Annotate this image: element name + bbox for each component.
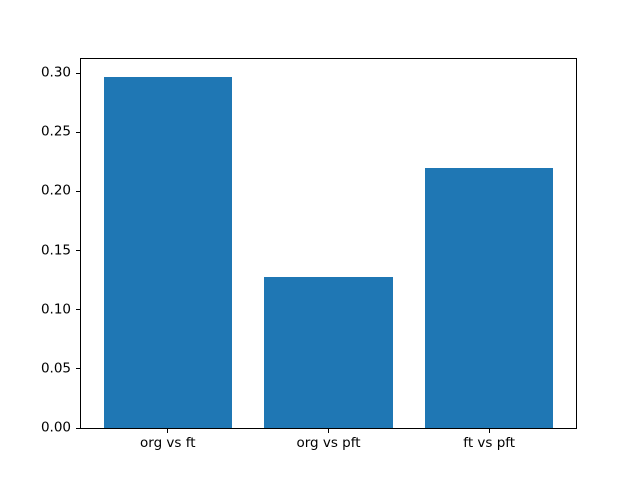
y-tick-mark	[76, 131, 80, 133]
y-tick-label: 0.25	[40, 123, 71, 140]
y-tick-label: 0.20	[40, 182, 71, 199]
y-tick-mark	[76, 309, 80, 311]
y-tick-label: 0.00	[40, 419, 71, 436]
bar-ft-vs-pft	[424, 167, 554, 428]
y-tick-label: 0.30	[40, 64, 71, 81]
y-tick-label: 0.15	[40, 241, 71, 258]
x-tick-label: org vs pft	[296, 435, 361, 451]
x-tick-label: ft vs pft	[463, 435, 516, 451]
axes: 0.00 0.05 0.10 0.15 0.20 0.25 0.30 org vs ft or…	[41, 58, 577, 450]
y-tick-mark	[76, 190, 80, 192]
y-tick-label: 0.10	[40, 300, 71, 317]
bar-org-vs-ft	[103, 76, 233, 428]
x-tick-mark	[488, 429, 490, 433]
bar-org-vs-pft	[264, 276, 393, 428]
x-tick-mark	[167, 429, 169, 433]
x-tick-mark	[328, 429, 329, 433]
y-tick-label: 0.05	[40, 360, 71, 377]
y-tick-mark	[76, 427, 80, 429]
y-tick-mark	[76, 250, 80, 252]
x-tick-label: org vs ft	[140, 435, 196, 451]
y-tick-mark	[76, 72, 80, 74]
y-tick-mark	[76, 368, 80, 370]
